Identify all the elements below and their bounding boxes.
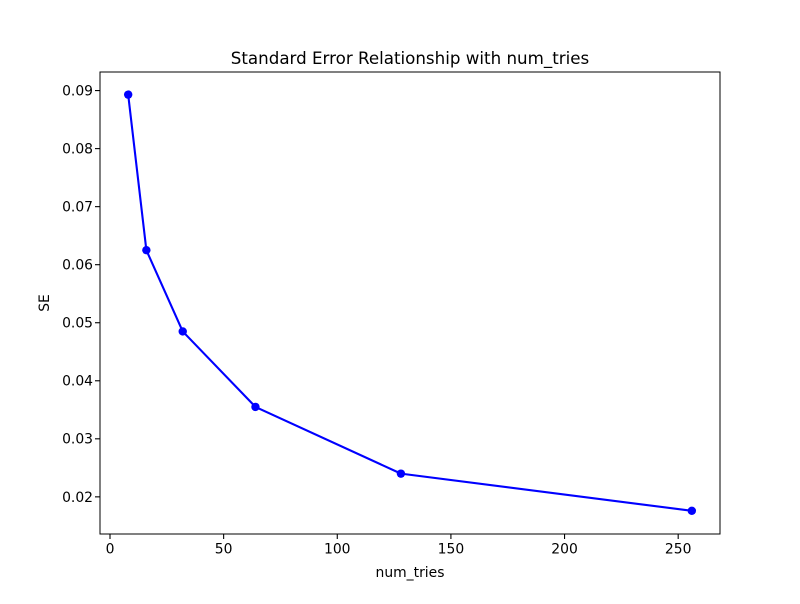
x-tick-label: 250 xyxy=(665,542,692,558)
data-line xyxy=(127,93,693,512)
data-point xyxy=(123,90,133,99)
data-point xyxy=(142,245,151,255)
x-tick-label: 0 xyxy=(106,542,115,558)
y-tick-label: 0.03 xyxy=(62,432,93,448)
data-point xyxy=(687,506,697,515)
y-tick-label: 0.04 xyxy=(62,374,93,390)
x-tick-label: 100 xyxy=(324,542,351,558)
chart-title: Standard Error Relationship with num_tri… xyxy=(231,48,589,69)
y-tick-label: 0.09 xyxy=(62,83,93,99)
x-tick-label: 150 xyxy=(438,542,465,558)
y-tick-label: 0.07 xyxy=(62,200,93,216)
data-point xyxy=(251,402,260,412)
data-point xyxy=(396,469,406,478)
x-axis-label: num_tries xyxy=(376,565,445,581)
data-point xyxy=(178,327,187,336)
y-tick-label: 0.02 xyxy=(62,490,93,506)
y-axis-label: SE xyxy=(37,294,53,312)
plot-border xyxy=(99,71,721,535)
plot-area: 0 50 100 150 200 250 0.02 0.03 0.04 0.05 0.06 0.07 0… xyxy=(62,71,721,558)
y-tick-label: 0.06 xyxy=(62,258,93,274)
y-tick-label: 0.05 xyxy=(62,316,93,332)
x-tick-label: 200 xyxy=(551,542,578,558)
x-tick-label: 50 xyxy=(215,542,233,558)
y-tick-label: 0.08 xyxy=(62,142,93,158)
